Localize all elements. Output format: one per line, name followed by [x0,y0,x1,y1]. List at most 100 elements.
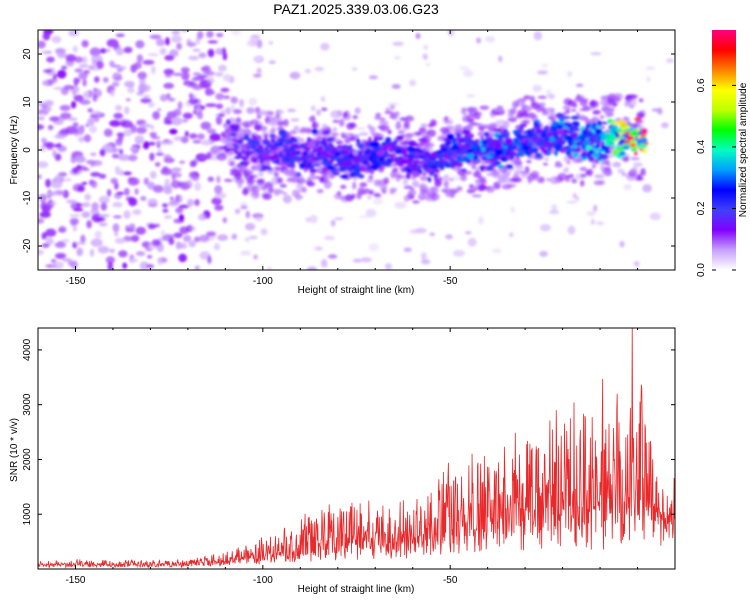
noise-blob [214,185,223,195]
noise-blob [169,196,175,200]
band-halo-blob [229,168,239,172]
band-halo-blob [273,188,281,194]
noise-blob [142,141,150,150]
y-tick-label: -10 [22,190,33,205]
noise-blob [491,248,502,254]
signal-blob [229,151,234,156]
colorbar-tick-label: 0.0 [696,263,707,277]
noise-blob [394,56,401,60]
band-halo-blob [253,124,262,131]
band-halo-blob [495,108,502,112]
signal-blob [548,144,553,147]
signal-blob [572,124,580,127]
noise-blob [70,219,76,227]
noise-blob [149,34,162,40]
signal-blob [576,143,582,147]
signal-blob [571,121,580,125]
band-halo-blob [522,119,531,125]
noise-blob [112,223,120,233]
band-halo-blob [607,93,617,102]
signal-blob [561,139,566,145]
noise-blob [45,106,52,112]
noise-blob [532,84,543,92]
noise-blob [81,40,89,48]
band-halo-blob [479,126,485,132]
noise-blob [197,133,205,140]
signal-blob [559,148,566,154]
noise-blob [180,242,187,249]
band-halo-blob [223,95,231,100]
noise-blob [172,72,184,76]
band-halo-blob [235,117,242,125]
signal-blob [540,148,549,152]
signal-blob [444,162,452,168]
band-halo-blob [515,165,524,170]
noise-blob [423,44,429,50]
signal-blob [258,149,265,153]
noise-blob [45,191,58,197]
signal-blob [504,137,513,144]
signal-blob [243,133,250,138]
noise-blob [184,130,189,137]
band-halo-blob [501,183,512,190]
band-halo-blob [284,169,294,177]
band-halo-blob [394,111,400,117]
band-halo-blob [562,168,567,173]
signal-blob [289,136,294,141]
noise-blob [122,262,128,269]
noise-blob [89,47,101,57]
band-halo-blob [308,116,316,123]
noise-blob [178,204,190,209]
noise-blob [239,250,252,256]
noise-blob [206,77,215,85]
signal-blob [371,157,377,161]
signal-blob [405,173,411,180]
band-halo-blob [624,100,631,108]
noise-blob [572,192,577,199]
band-halo-blob [510,107,517,115]
band-halo-blob [477,111,483,116]
noise-blob [533,31,543,41]
noise-blob [282,194,292,204]
noise-blob [132,209,142,215]
signal-blob [331,148,336,153]
band-halo-blob [544,157,549,162]
signal-blob [242,146,247,151]
band-halo-blob [338,195,346,200]
noise-blob [334,217,344,221]
signal-blob [456,136,462,142]
signal-blob [429,172,434,176]
noise-blob [147,254,153,259]
noise-blob [115,104,123,112]
signal-blob [402,140,410,145]
signal-blob [225,139,234,145]
band-halo-blob [271,127,276,133]
band-halo-blob [563,156,569,162]
band-halo-blob [579,108,587,112]
noise-blob [113,112,123,120]
signal-blob [497,134,505,139]
signal-blob [594,129,603,135]
signal-blob [376,150,385,157]
signal-blob [484,131,490,137]
signal-blob [564,135,573,141]
band-halo-blob [359,189,367,196]
band-halo-blob [250,119,259,125]
band-halo-blob [229,161,235,166]
signal-blob [270,138,276,143]
band-halo-blob [442,128,451,136]
signal-blob [309,168,318,173]
band-halo-blob [467,106,475,113]
signal-blob [349,171,356,178]
signal-blob [358,174,365,179]
band-halo-blob [310,105,316,112]
noise-blob [41,232,47,240]
band-halo-blob [378,120,389,125]
signal-blob [452,152,457,155]
noise-blob [590,52,602,56]
band-halo-blob [225,107,231,115]
signal-blob [531,147,538,153]
signal-blob [313,163,321,167]
signal-blob [325,153,330,159]
signal-blob [550,126,558,132]
